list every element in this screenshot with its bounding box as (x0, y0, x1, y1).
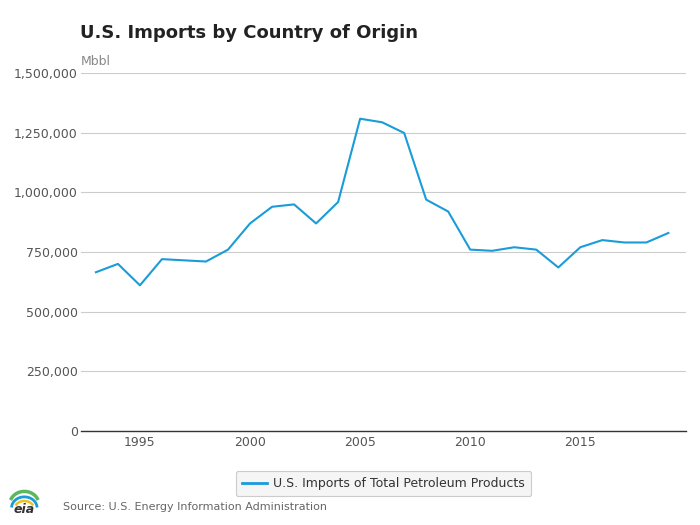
Text: Source: U.S. Energy Information Administration: Source: U.S. Energy Information Administ… (63, 502, 327, 512)
Text: U.S. Imports by Country of Origin: U.S. Imports by Country of Origin (80, 24, 419, 41)
Legend: U.S. Imports of Total Petroleum Products: U.S. Imports of Total Petroleum Products (235, 471, 531, 496)
Text: Mbbl: Mbbl (80, 55, 111, 68)
Text: eia: eia (14, 503, 35, 517)
